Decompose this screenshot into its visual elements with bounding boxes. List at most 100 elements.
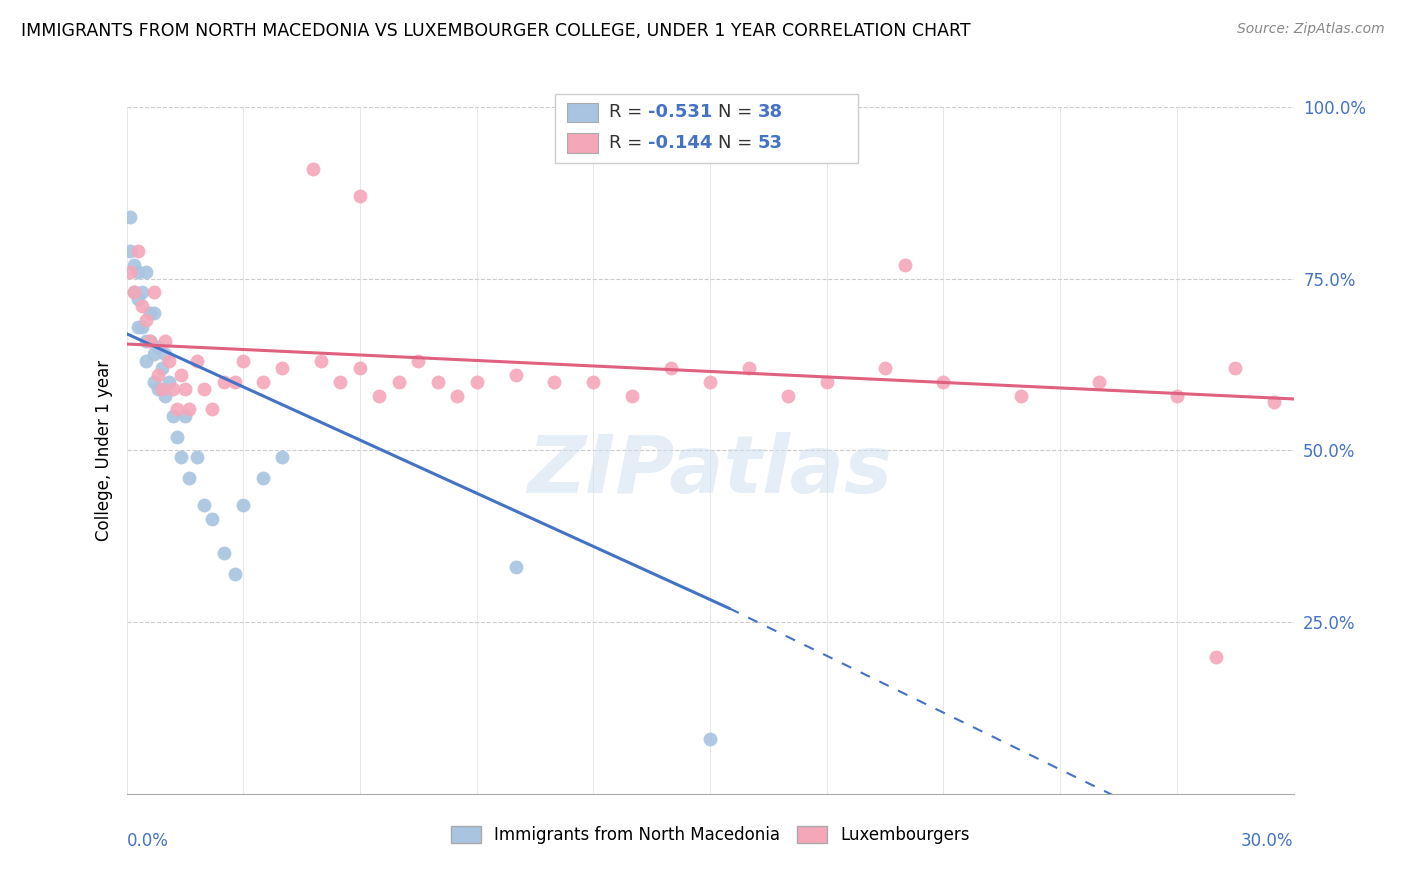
Point <box>349 189 371 203</box>
Point <box>465 375 488 389</box>
Point <box>177 402 200 417</box>
Point <box>155 334 177 348</box>
Point <box>146 340 169 354</box>
Text: 38: 38 <box>758 103 783 121</box>
Point <box>131 285 153 300</box>
Point <box>738 361 761 376</box>
Point <box>170 368 193 382</box>
Point <box>127 265 149 279</box>
Point <box>1223 361 1246 376</box>
Point <box>170 450 193 465</box>
Point <box>252 375 274 389</box>
Point <box>131 299 153 313</box>
Point <box>162 382 184 396</box>
Point <box>135 313 157 327</box>
Point <box>446 388 468 402</box>
Point <box>166 430 188 444</box>
Point <box>309 354 332 368</box>
Point <box>174 382 197 396</box>
Text: N =: N = <box>718 103 758 121</box>
Point <box>157 354 180 368</box>
Point <box>271 450 294 465</box>
Point <box>893 258 915 272</box>
Text: -0.531: -0.531 <box>648 103 713 121</box>
Point <box>621 388 644 402</box>
Point <box>1166 388 1188 402</box>
Point <box>135 265 157 279</box>
Point <box>127 293 149 307</box>
Text: IMMIGRANTS FROM NORTH MACEDONIA VS LUXEMBOURGER COLLEGE, UNDER 1 YEAR CORRELATIO: IMMIGRANTS FROM NORTH MACEDONIA VS LUXEM… <box>21 22 970 40</box>
Point <box>776 388 799 402</box>
Point <box>224 567 246 582</box>
Point <box>166 402 188 417</box>
Point <box>1205 649 1227 664</box>
Point <box>212 375 235 389</box>
Point <box>329 375 352 389</box>
Point <box>150 382 173 396</box>
Point <box>388 375 411 389</box>
Point <box>177 471 200 485</box>
Point <box>193 382 215 396</box>
Point <box>186 450 208 465</box>
Point <box>232 499 254 513</box>
Point <box>368 388 391 402</box>
Point <box>201 512 224 526</box>
Point <box>1088 375 1111 389</box>
Point <box>155 388 177 402</box>
Point <box>146 382 169 396</box>
Point <box>212 546 235 561</box>
Point <box>201 402 224 417</box>
Point <box>120 244 142 259</box>
Point <box>174 409 197 423</box>
Text: R =: R = <box>609 103 648 121</box>
Point <box>582 375 605 389</box>
Point <box>146 368 169 382</box>
Point <box>699 731 721 746</box>
Point <box>659 361 682 376</box>
Point <box>505 560 527 574</box>
Point <box>135 354 157 368</box>
Point <box>139 334 162 348</box>
Point <box>543 375 565 389</box>
Point <box>139 334 162 348</box>
Point <box>120 265 142 279</box>
Point <box>142 306 165 320</box>
Point <box>1010 388 1032 402</box>
Point <box>124 258 146 272</box>
Point <box>408 354 430 368</box>
Point <box>815 375 838 389</box>
Point <box>127 319 149 334</box>
Legend: Immigrants from North Macedonia, Luxembourgers: Immigrants from North Macedonia, Luxembo… <box>444 819 976 851</box>
Point <box>505 368 527 382</box>
Point <box>142 285 165 300</box>
Point <box>131 319 153 334</box>
Text: 30.0%: 30.0% <box>1241 831 1294 850</box>
Point <box>142 347 165 361</box>
Point <box>135 334 157 348</box>
Point <box>1263 395 1285 409</box>
Point <box>139 306 162 320</box>
Point <box>124 285 146 300</box>
Point <box>699 375 721 389</box>
Point <box>162 409 184 423</box>
Point <box>875 361 897 376</box>
Point <box>142 375 165 389</box>
Point <box>155 347 177 361</box>
Point <box>271 361 294 376</box>
Text: -0.144: -0.144 <box>648 134 713 152</box>
Text: ZIPatlas: ZIPatlas <box>527 432 893 510</box>
Text: N =: N = <box>718 134 758 152</box>
Point <box>252 471 274 485</box>
Point <box>224 375 246 389</box>
Point <box>127 244 149 259</box>
Text: 53: 53 <box>758 134 783 152</box>
Y-axis label: College, Under 1 year: College, Under 1 year <box>94 359 112 541</box>
Text: R =: R = <box>609 134 648 152</box>
Point <box>426 375 449 389</box>
Point <box>932 375 955 389</box>
Point <box>232 354 254 368</box>
Point <box>186 354 208 368</box>
Point <box>120 210 142 224</box>
Point <box>349 361 371 376</box>
Point <box>124 285 146 300</box>
